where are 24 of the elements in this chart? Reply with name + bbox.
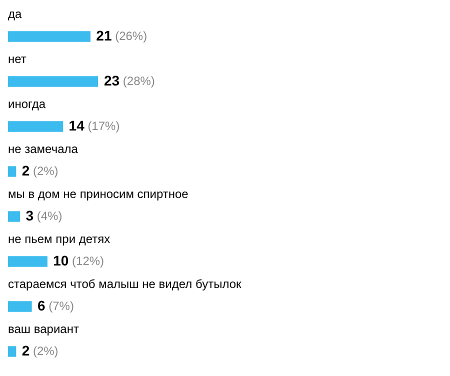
y-tick-label: не замечала bbox=[8, 142, 78, 156]
y-tick-label: стараемся чтоб малыш не видел бутылок bbox=[8, 276, 242, 291]
data-label: 10 (12%) bbox=[53, 252, 104, 268]
data-label: 23 (28%) bbox=[104, 72, 155, 88]
y-tick-label: не пьем при детях bbox=[8, 232, 110, 246]
y-tick-label: иногда bbox=[8, 96, 46, 111]
bar bbox=[8, 256, 48, 267]
data-label: 6 (7%) bbox=[37, 297, 74, 314]
data-label: 21 (26%) bbox=[96, 27, 148, 44]
y-tick-label: ваш вариант bbox=[8, 322, 80, 336]
y-tick-label: мы в дом не приносим спиртное bbox=[8, 186, 189, 201]
data-label: 2 (2%) bbox=[22, 342, 58, 358]
y-tick-label: да bbox=[8, 6, 22, 21]
bar bbox=[8, 166, 16, 177]
bar bbox=[8, 76, 98, 87]
bar bbox=[8, 301, 32, 312]
data-label: 2 (2%) bbox=[22, 162, 58, 178]
y-tick-label: нет bbox=[8, 52, 27, 66]
bar bbox=[8, 121, 64, 132]
data-label: 3 (4%) bbox=[26, 207, 62, 224]
bar bbox=[8, 31, 91, 42]
data-label: 14 (17%) bbox=[68, 117, 120, 134]
bar bbox=[8, 346, 16, 357]
bar bbox=[8, 211, 20, 222]
